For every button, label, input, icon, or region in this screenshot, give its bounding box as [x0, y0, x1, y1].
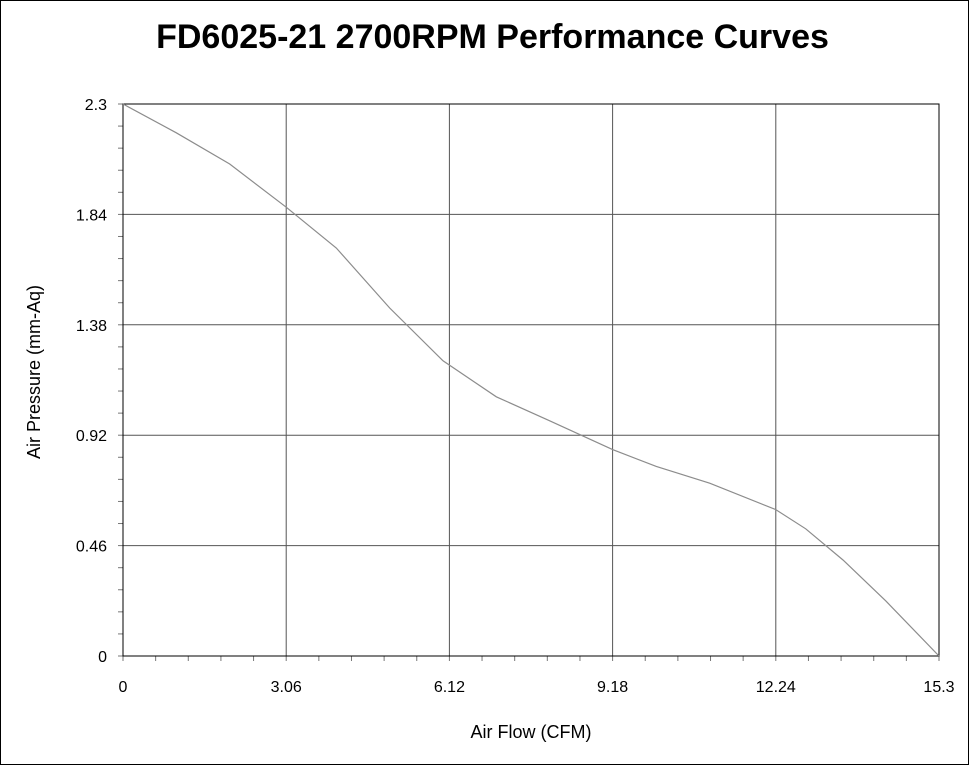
- grid-lines: [123, 104, 939, 656]
- x-tick-label: 6.12: [434, 679, 465, 696]
- chart-title: FD6025-21 2700RPM Performance Curves: [156, 18, 829, 56]
- x-tick-label: 12.24: [756, 679, 796, 696]
- x-tick-label: 9.18: [597, 679, 628, 696]
- x-tick-label: 3.06: [271, 679, 302, 696]
- x-tick-labels: 0 3.06 6.12 9.18 12.24 15.3: [119, 679, 955, 696]
- y-tick-label: 1.38: [76, 318, 107, 335]
- y-tick-label: 0.92: [76, 428, 107, 445]
- y-tick-label: 0.46: [76, 539, 107, 556]
- pressure-flow-curve: [122, 103, 940, 657]
- x-tick-label: 15.3: [923, 679, 954, 696]
- y-tick-label: 2.3: [85, 97, 107, 114]
- y-axis-label: Air Pressure (mm-Aq): [24, 285, 44, 459]
- x-axis-label: Air Flow (CFM): [471, 722, 592, 742]
- y-tick-label: 0: [98, 649, 107, 666]
- minor-ticks: [118, 103, 940, 661]
- y-tick-label: 1.84: [76, 207, 107, 224]
- y-tick-labels: 0 0.46 0.92 1.38 1.84 2.3: [76, 97, 107, 666]
- plot-area: [122, 103, 940, 657]
- x-tick-label: 0: [119, 679, 128, 696]
